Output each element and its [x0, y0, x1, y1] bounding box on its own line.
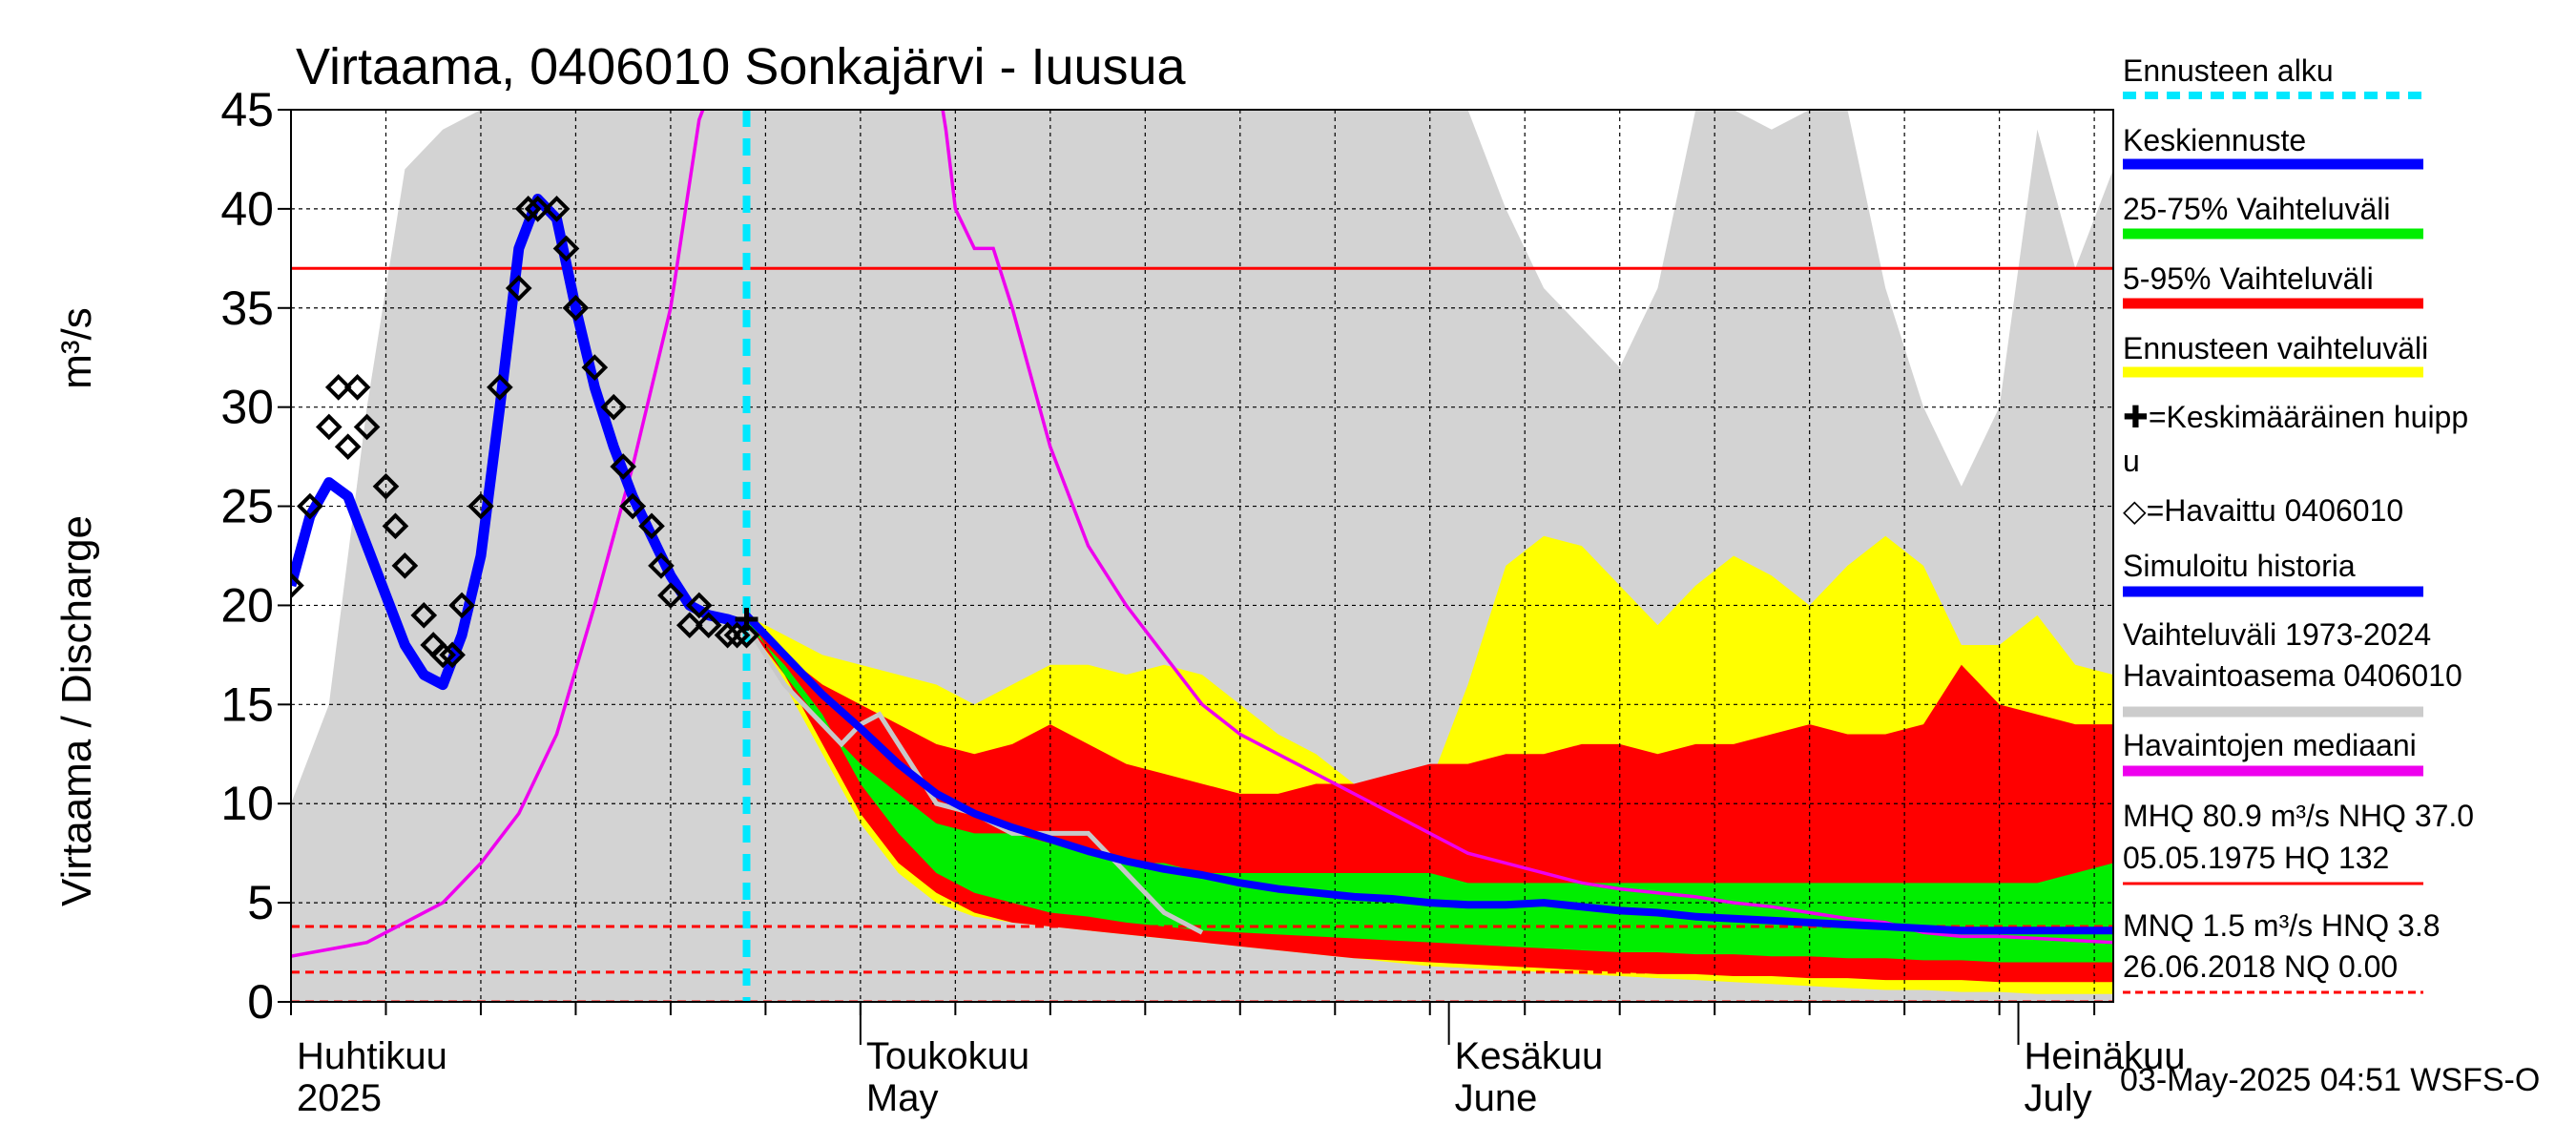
legend: Ennusteen alku Keskiennuste 25-75% Vaihtel… [2123, 53, 2474, 994]
observed-point [714, 621, 741, 649]
y-tick-label: 35 [220, 281, 274, 335]
legend-label-line2: u [2123, 444, 2140, 478]
observed-point [487, 374, 513, 401]
month-label-en: May [866, 1077, 939, 1119]
observed-point [619, 492, 646, 520]
p25-75-band [746, 614, 2113, 963]
month-label-en: June [1455, 1077, 1538, 1119]
legend-label: ◇=Havaittu 0406010 [2123, 493, 2403, 528]
legend-label-line2: 26.06.2018 NQ 0.00 [2123, 949, 2398, 984]
observed-point [657, 582, 684, 609]
observed-point [439, 641, 466, 669]
observed-point [723, 621, 751, 649]
mean-forecast-line [743, 613, 2113, 935]
y-tick-label: 15 [220, 677, 274, 731]
observed-point [552, 235, 580, 262]
chart-title: Virtaama, 0406010 Sonkajärvi - Iuusua [296, 38, 1187, 95]
y-tick-label: 40 [220, 182, 274, 236]
observed-point [695, 612, 722, 639]
y-axis-label: Virtaama / Discharge [53, 515, 100, 906]
legend-label: Keskiennuste [2123, 123, 2306, 157]
observed-point [353, 413, 381, 441]
observed-point [410, 602, 438, 629]
reference-lines [291, 266, 2113, 1002]
y-tick-label: 0 [247, 975, 274, 1029]
observed-point [610, 453, 637, 480]
observed-point [324, 374, 352, 401]
observed-point [638, 512, 665, 540]
observed-point [514, 196, 542, 222]
median-observed-line [291, 110, 2113, 958]
observed-point [675, 612, 703, 639]
month-label-en: July [2025, 1077, 2092, 1119]
observed-point [581, 354, 609, 381]
plot-frame [290, 109, 2114, 1003]
observed-point [448, 592, 475, 619]
y-tick-label: 45 [220, 83, 274, 136]
observed-point [467, 492, 494, 520]
y-tick-label: 30 [220, 381, 274, 434]
legend-label: Ennusteen vaihteluväli [2123, 331, 2428, 365]
observed-point [733, 621, 760, 649]
legend-label: Ennusteen alku [2123, 53, 2334, 88]
y-tick-label: 25 [220, 480, 274, 533]
legend-label: ✚=Keskimääräinen huipp [2123, 400, 2468, 434]
month-label: Huhtikuu [297, 1035, 447, 1077]
observed-point [334, 433, 362, 461]
month-label: Kesäkuu [1455, 1035, 1604, 1077]
observed-point [297, 492, 323, 520]
legend-label-line2: 05.05.1975 HQ 132 [2123, 841, 2389, 875]
simulated-history-line [291, 194, 749, 691]
series-lines [291, 110, 2113, 1002]
observed-point [648, 552, 675, 579]
observation-markers [291, 196, 760, 669]
observed-point [600, 393, 628, 421]
y-tick-label: 10 [220, 777, 274, 830]
observed-point [382, 512, 409, 540]
observed-point [343, 374, 371, 401]
legend-label: Vaihteluväli 1973-2024 [2123, 617, 2431, 652]
observed-point [315, 413, 343, 441]
y-axis-unit: m³/s [53, 307, 100, 389]
observed-point [562, 294, 590, 322]
observed-point [291, 572, 304, 599]
observed-point [391, 552, 419, 579]
y-tick-label: 5 [247, 876, 274, 929]
observed-point [372, 472, 400, 500]
mean-peak-marker [735, 607, 758, 631]
legend-label: 5-95% Vaihteluväli [2123, 261, 2374, 296]
observed-point [685, 592, 713, 619]
legend-label: Simuloitu historia [2123, 549, 2356, 583]
month-label: Toukokuu [866, 1035, 1029, 1077]
timestamp: 03-May-2025 04:51 WSFS-O [2120, 1062, 2540, 1098]
month-label-en: 2025 [297, 1077, 382, 1119]
legend-label: MHQ 80.9 m³/s NHQ 37.0 [2123, 799, 2474, 833]
legend-label: Havaintojen mediaani [2123, 728, 2417, 762]
month-label: Heinäkuu [2025, 1035, 2186, 1077]
observed-point [429, 641, 456, 669]
grid-lines [291, 110, 2113, 1002]
observed-point [505, 275, 532, 302]
legend-label-line2: Havaintoasema 0406010 [2123, 658, 2462, 693]
observed-point [524, 196, 551, 222]
legend-label: MNQ 1.5 m³/s HNQ 3.8 [2123, 908, 2441, 943]
legend-label: 25-75% Vaihteluväli [2123, 192, 2390, 226]
y-tick-label: 20 [220, 578, 274, 632]
observed-point [543, 196, 571, 222]
axis-ticks: 051015202530354045Huhtikuu2025ToukokuuMa… [220, 83, 2185, 1119]
